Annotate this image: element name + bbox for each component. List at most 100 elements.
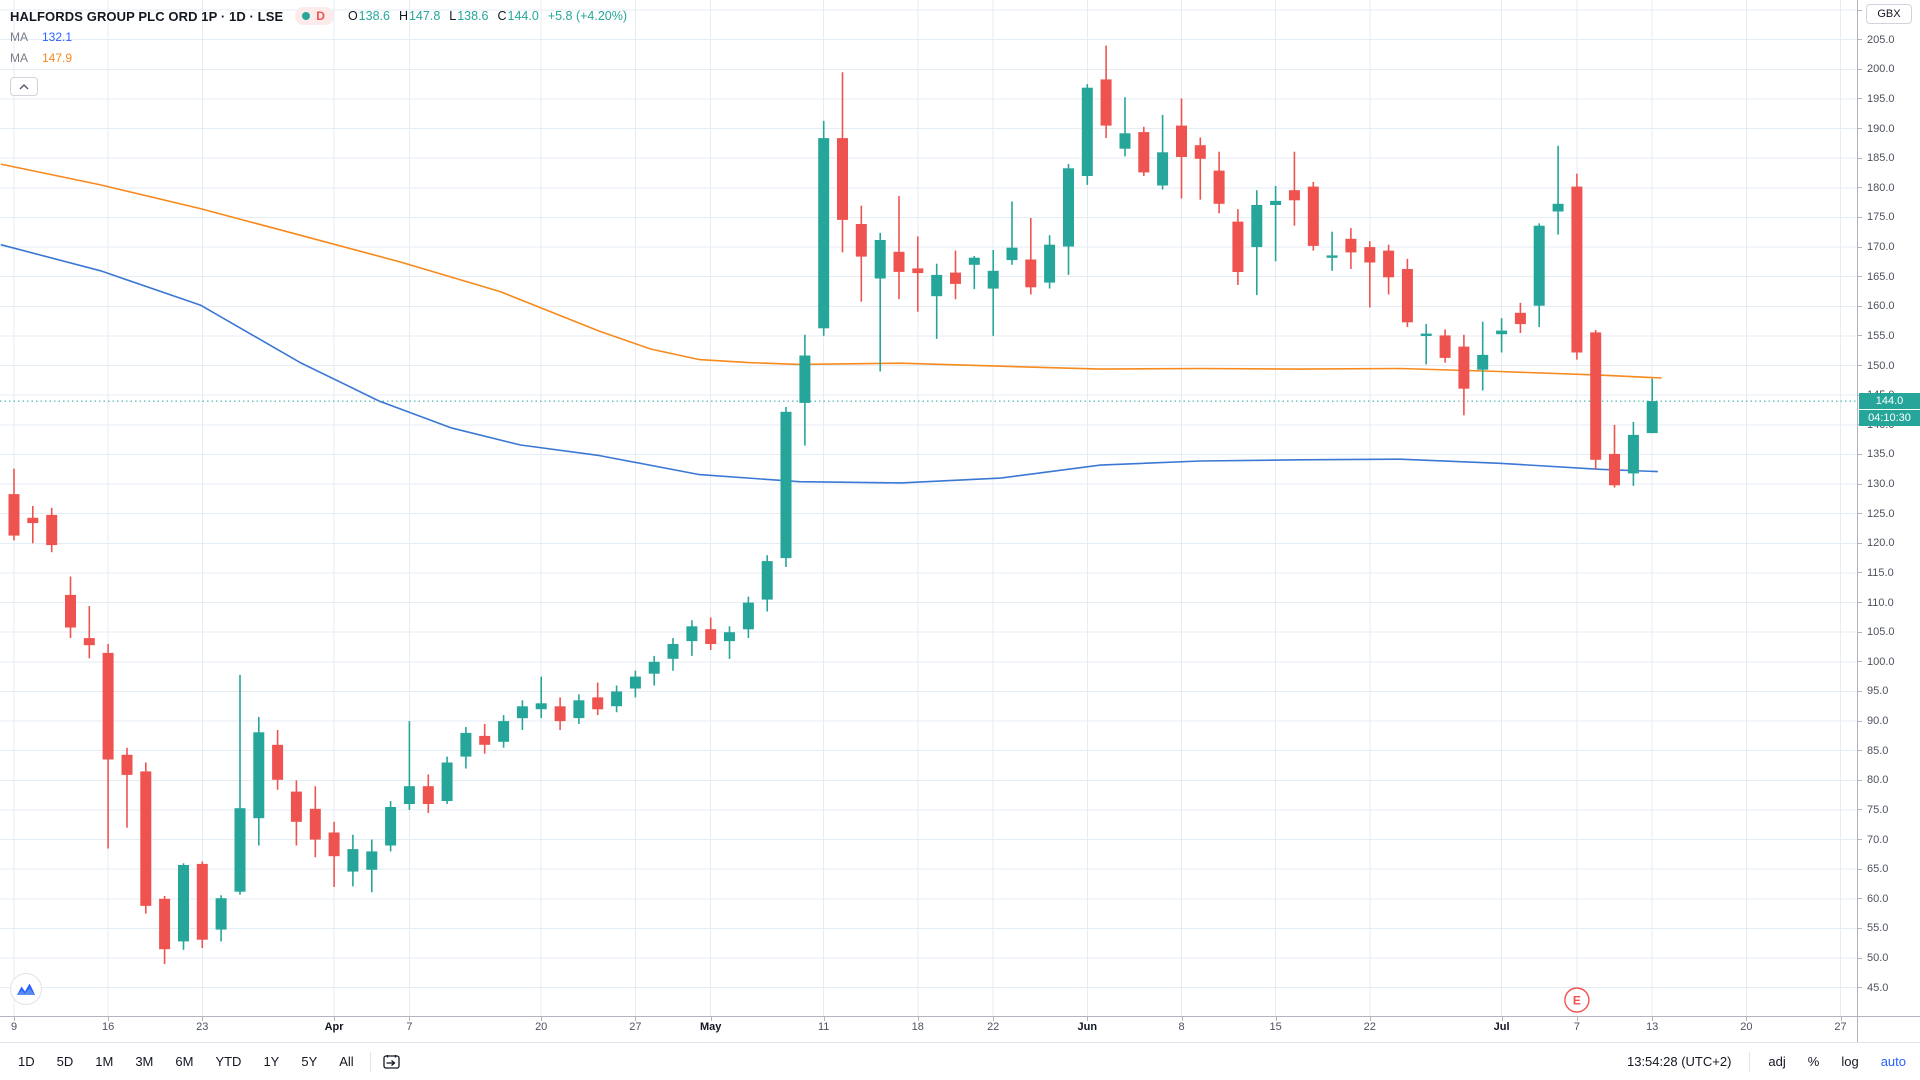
candle-down (912, 268, 924, 274)
price-tick-label: 165.0 (1858, 270, 1920, 284)
candle-up (761, 561, 773, 600)
candle-down (309, 808, 321, 840)
high-value: 147.8 (408, 9, 441, 23)
ma-orange-value: 147.9 (42, 51, 73, 65)
candle-up (516, 706, 528, 719)
interval-badge[interactable]: D (295, 7, 334, 25)
candle-down (1100, 79, 1112, 126)
candle-up (931, 274, 943, 297)
range-button-ytd[interactable]: YTD (215, 1054, 242, 1069)
percent-scale-toggle[interactable]: % (1807, 1054, 1820, 1069)
chart-area[interactable]: E HALFORDS GROUP PLC ORD 1P · 1D · LSE D… (0, 0, 1857, 1017)
price-tick-label: 160.0 (1858, 299, 1920, 313)
price-axis[interactable]: GBX 45.0 50.0 55.0 60.0 65.0 70.0 75.0 80.0 85.0… (1857, 0, 1920, 1042)
chart-type-button[interactable] (10, 973, 42, 1005)
goto-date-button[interactable] (381, 1051, 403, 1073)
candle-down (1514, 312, 1526, 325)
time-tick (917, 1017, 919, 1021)
candle-down (893, 251, 905, 272)
candle-up (498, 721, 510, 742)
bottom-toolbar: 1D 5D 1M 3M 6M YTD 1Y 5Y All 13:54:28 (UTC+2) ad… (0, 1042, 1920, 1080)
candle-up (460, 732, 472, 757)
adjust-dividends-toggle[interactable]: adj (1768, 1054, 1786, 1069)
log-scale-toggle[interactable]: log (1841, 1054, 1859, 1069)
candle-up (1420, 333, 1432, 336)
time-tick-label: 9 (10, 1021, 18, 1033)
candle-up (1006, 247, 1018, 261)
candle-down (65, 594, 76, 628)
candle-up (573, 700, 585, 719)
time-tick-label: 18 (911, 1021, 924, 1033)
price-tick-label: 180.0 (1858, 181, 1920, 195)
candle-down (46, 514, 58, 546)
time-tick (334, 1017, 336, 1021)
candle-up (968, 257, 980, 265)
candle-down (1401, 269, 1413, 323)
range-button-5y[interactable]: 5Y (301, 1054, 318, 1069)
candle-down (1213, 170, 1225, 204)
candle-up (234, 808, 246, 892)
price-tick-label: 190.0 (1858, 122, 1920, 136)
price-tick-label: 185.0 (1858, 151, 1920, 165)
currency-unit-button[interactable]: GBX (1866, 4, 1912, 24)
range-button-all[interactable]: All (339, 1054, 354, 1069)
goto-date-icon (383, 1055, 400, 1069)
range-button-6m[interactable]: 6M (175, 1054, 194, 1069)
candle-up (686, 626, 698, 642)
price-tick-label: 195.0 (1858, 92, 1920, 106)
candle-up (253, 732, 265, 819)
candle-up (1326, 255, 1338, 258)
time-tick-label: 7 (1573, 1021, 1580, 1033)
candle-down (83, 638, 95, 646)
time-tick (1087, 1017, 1089, 1021)
range-button-1m[interactable]: 1M (95, 1054, 114, 1069)
range-button-1d[interactable]: 1D (18, 1054, 35, 1069)
range-buttons: 1D 5D 1M 3M 6M YTD 1Y 5Y All (12, 1051, 360, 1072)
collapse-indicators-button[interactable] (10, 77, 38, 96)
time-tick (1840, 1017, 1842, 1021)
time-tick-label: Jul (1493, 1021, 1510, 1033)
candle-down (121, 754, 133, 775)
range-button-5d[interactable]: 5D (56, 1054, 74, 1069)
candle-down (140, 771, 152, 906)
market-status-dot (302, 12, 311, 20)
candle-down (1439, 335, 1451, 358)
axis-divider (0, 1016, 1920, 1017)
range-button-1y[interactable]: 1Y (263, 1054, 280, 1069)
candle-down (196, 863, 208, 940)
open-value: 138.6 (358, 9, 390, 23)
price-tick-label: 70.0 (1858, 833, 1920, 847)
candle-up (441, 762, 453, 801)
candle-down (1176, 125, 1187, 157)
price-tick-label: 95.0 (1858, 684, 1920, 698)
time-tick (541, 1017, 543, 1021)
price-tick-label: 65.0 (1858, 862, 1920, 876)
change-value: +5.8 (+4.20%) (547, 9, 628, 23)
symbol-title[interactable]: HALFORDS GROUP PLC ORD 1P · 1D · LSE (10, 8, 284, 24)
ma-legend-orange[interactable]: MA 147.9 (10, 51, 73, 65)
low-value: 138.6 (457, 9, 489, 23)
range-button-3m[interactable]: 3M (135, 1054, 154, 1069)
price-tick-label: 100.0 (1858, 655, 1920, 669)
ma-legend-blue[interactable]: MA 132.1 (10, 30, 73, 44)
candle-down (1458, 346, 1470, 389)
candle-down (272, 744, 284, 780)
candle-down (1590, 332, 1602, 460)
chart-legend: HALFORDS GROUP PLC ORD 1P · 1D · LSE D O… (10, 6, 627, 96)
time-tick (14, 1017, 15, 1021)
candle-up (347, 849, 359, 872)
candle-up (799, 355, 811, 403)
chevron-up-icon (19, 83, 29, 89)
bar-countdown-label: 04:10:30 (1859, 410, 1920, 427)
auto-scale-toggle[interactable]: auto (1880, 1054, 1906, 1069)
time-tick-label: 20 (535, 1021, 548, 1033)
clock[interactable]: 13:54:28 (UTC+2) (1626, 1054, 1732, 1069)
price-tick-label: 50.0 (1858, 951, 1920, 965)
toolbar-divider (369, 1051, 371, 1072)
candle-down (479, 735, 491, 745)
candle-down (1571, 186, 1583, 353)
candle-up (1552, 203, 1564, 212)
time-tick-label: 22 (1363, 1021, 1376, 1033)
time-axis[interactable]: 9 16 23 Apr 7 20 27 May 11 18 22 Jun 8 15 22 Jul 7 13 20 27 (0, 1017, 1857, 1042)
candle-up (1270, 200, 1282, 205)
